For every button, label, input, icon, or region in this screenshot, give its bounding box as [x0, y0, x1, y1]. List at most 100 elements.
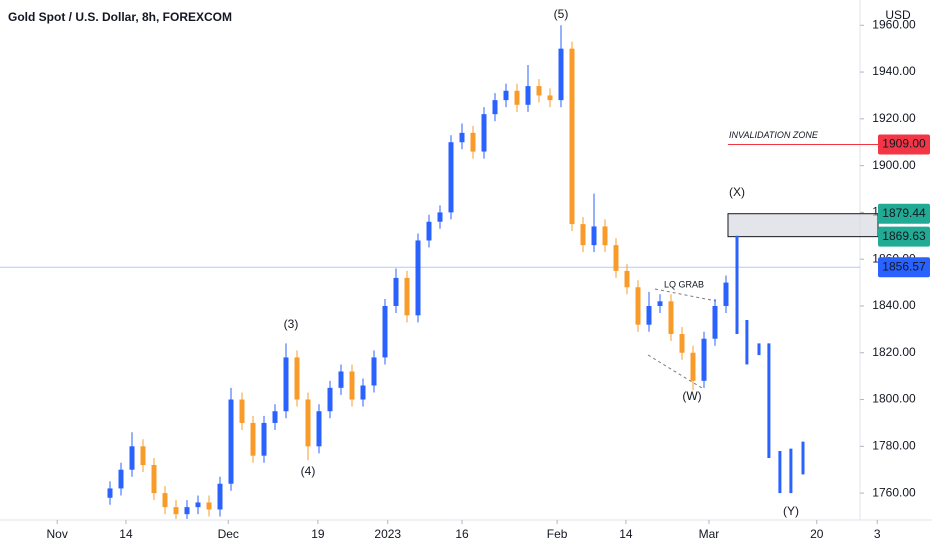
candle-body [404, 277, 410, 316]
x-tick-label: 14 [119, 527, 133, 541]
x-tick-label: 16 [455, 527, 469, 541]
candle-body [261, 422, 267, 456]
candle-body [547, 95, 553, 101]
candle-body [327, 387, 333, 412]
candle-body [536, 86, 542, 96]
candle-body [437, 212, 443, 222]
candle-body [679, 334, 685, 353]
candle-body [206, 502, 212, 510]
invalidation-text: INVALIDATION ZONE [729, 130, 819, 140]
candle-body [173, 507, 179, 515]
candle-body [690, 352, 696, 381]
y-tick-label: 1840.00 [872, 298, 916, 312]
lq-grab-line [647, 354, 703, 389]
x-tick-label: 3 [874, 527, 881, 541]
candle-body [646, 305, 652, 325]
candle-body [316, 411, 322, 447]
y-tick-label: 1760.00 [872, 485, 916, 499]
price-tag [878, 226, 930, 247]
candle-body [558, 48, 564, 101]
chart-title: Gold Spot / U.S. Dollar, 8h, FOREXCOM [8, 10, 232, 24]
candle-body [426, 221, 432, 241]
wave-label: (W) [682, 389, 701, 403]
y-tick-label: 1800.00 [872, 392, 916, 406]
wave-label: (3) [284, 317, 299, 331]
candle-body [525, 86, 531, 105]
x-tick-label: 14 [619, 527, 633, 541]
price-tag [878, 134, 930, 155]
candle-body [712, 305, 718, 339]
x-tick-label: 20 [810, 527, 824, 541]
candle-body [151, 465, 157, 494]
price-tag-label: 1856.57 [882, 259, 926, 273]
candle-body [481, 114, 487, 152]
candle-body [371, 357, 377, 386]
lq-grab-line [654, 288, 717, 302]
candle-body [294, 357, 300, 400]
candle-body [492, 100, 498, 115]
x-tick-label: Feb [547, 527, 568, 541]
candle-body [140, 446, 146, 466]
candle-body [591, 226, 597, 246]
candle-body [382, 305, 388, 358]
candle-body [228, 399, 234, 484]
candle-body [503, 90, 509, 101]
y-tick-label: 1780.00 [872, 438, 916, 452]
x-tick-label: Nov [47, 527, 68, 541]
candle-body [701, 338, 707, 381]
candle-body [514, 90, 520, 105]
candle-body [184, 507, 190, 515]
y-tick-label: 1900.00 [872, 158, 916, 172]
wave-label: (Y) [783, 504, 799, 518]
price-tag-label: 1909.00 [882, 137, 926, 151]
candle-body [118, 469, 124, 489]
x-tick-label: 19 [311, 527, 325, 541]
zone-box [727, 213, 879, 238]
candle-body [283, 357, 289, 412]
candle-body [129, 446, 135, 470]
y-tick-label: 1820.00 [872, 345, 916, 359]
candle-body [415, 240, 421, 316]
candle-body [349, 371, 355, 400]
x-tick-label: 2023 [374, 527, 401, 541]
wave-label: LQ GRAB [664, 279, 704, 289]
x-tick-label: Mar [699, 527, 720, 541]
candle-body [580, 224, 586, 246]
candle-body [448, 142, 454, 213]
candle-body [107, 488, 113, 498]
candle-body [668, 301, 674, 335]
candle-body [613, 245, 619, 271]
y-tick-label: 1960.00 [872, 17, 916, 31]
candle-body [272, 411, 278, 423]
x-tick-label: Dec [218, 527, 239, 541]
y-tick-label: 1920.00 [872, 111, 916, 125]
candle-body [360, 385, 366, 400]
wave-label: (5) [554, 7, 569, 21]
candle-body [657, 301, 663, 306]
candle-body [393, 277, 399, 306]
candle-body [470, 132, 476, 152]
candle-body [162, 493, 168, 508]
price-tag-label: 1869.63 [882, 229, 926, 243]
price-tag [878, 203, 930, 224]
candle-body [250, 422, 256, 456]
y-tick-label: 1940.00 [872, 64, 916, 78]
candle-body [602, 226, 608, 246]
candle-body [569, 48, 575, 225]
currency-label: USD [885, 8, 911, 22]
candle-body [239, 399, 245, 423]
price-tag [878, 257, 930, 278]
wave-label: (4) [301, 464, 316, 478]
candle-body [195, 502, 201, 508]
candle-body [635, 287, 641, 325]
candle-body [338, 371, 344, 388]
price-tag-label: 1879.44 [882, 206, 926, 220]
candle-body [305, 399, 311, 447]
candle-body [459, 132, 465, 143]
candle-body [624, 270, 630, 288]
candle-body [217, 483, 223, 510]
wave-label: (X) [729, 185, 745, 199]
candle-body [723, 282, 729, 306]
